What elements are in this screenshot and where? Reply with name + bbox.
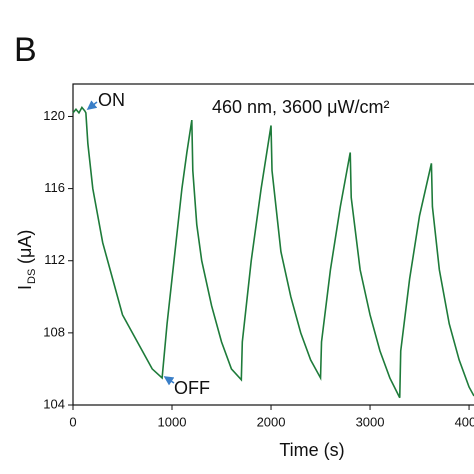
x-axis-label: Time (s) [279, 440, 344, 460]
on-label: ON [98, 90, 125, 110]
y-label-main: I [15, 285, 35, 290]
y-label-unit: (μA) [15, 230, 35, 264]
x-tick-label: 2000 [257, 414, 286, 429]
annotation: 460 nm, 3600 μW/cm² [212, 97, 389, 117]
y-tick-label: 112 [44, 252, 65, 267]
y-tick-label: 108 [43, 324, 65, 339]
x-tick-label: 1000 [158, 414, 187, 429]
y-axis-label: I DS (μA) [15, 230, 38, 290]
panel-label: B [14, 31, 37, 69]
data-line [72, 106, 474, 399]
x-tick-label: 3000 [356, 414, 385, 429]
off-arrow [163, 376, 175, 386]
plot-frame [72, 83, 474, 406]
off-label: OFF [174, 378, 210, 398]
x-tick-label: 4000 [455, 414, 474, 429]
y-tick-label: 116 [44, 180, 65, 195]
y-tick-label: 104 [43, 396, 65, 411]
on-arrow [86, 100, 98, 110]
y-label-sub: DS [26, 269, 38, 284]
y-tick-label: 120 [43, 108, 65, 123]
x-tick-label: 0 [69, 414, 76, 429]
